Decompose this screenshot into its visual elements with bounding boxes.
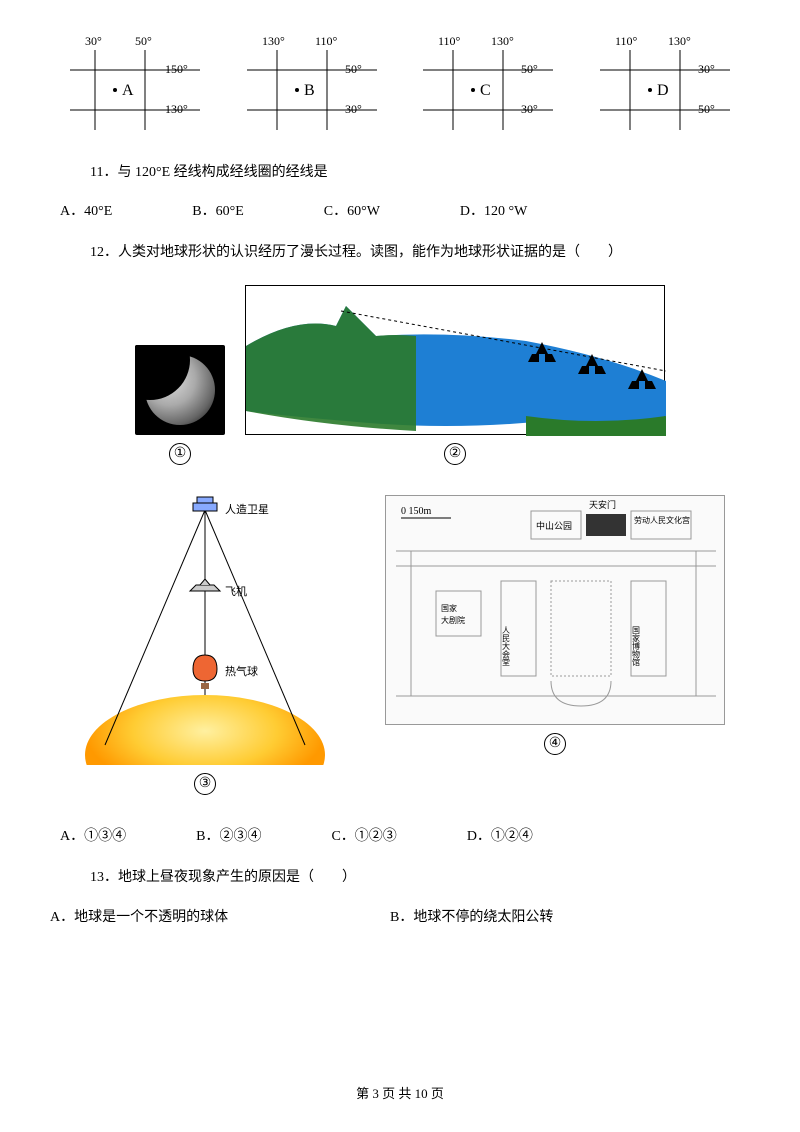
question-13: 13．地球上昼夜现象产生的原因是（ ） [90, 865, 750, 890]
figure-2: ② [245, 285, 665, 465]
svg-text:50°: 50° [698, 102, 715, 116]
q13-options: A．地球是一个不透明的球体 B．地球不停的绕太阳公转 [50, 906, 750, 926]
svg-text:A: A [122, 82, 134, 99]
grid-diagram-a: 30° 50° 150° 130° A [60, 30, 210, 130]
q11-opt-a: A．40°E [60, 200, 112, 220]
q13-opt-a: A．地球是一个不透明的球体 [50, 906, 390, 926]
grid-diagrams-row: 30° 50° 150° 130° A 130° 110° 50° 30° B [50, 30, 750, 130]
svg-text:30°: 30° [521, 102, 538, 116]
question-12: 12．人类对地球形状的认识经历了漫长过程。读图，能作为地球形状证据的是（ ） [90, 240, 750, 265]
altitude-diagram-icon: 人造卫星 飞机 热气球 [75, 495, 335, 765]
svg-text:30°: 30° [698, 62, 715, 76]
moon-eclipse-icon [135, 345, 225, 435]
svg-text:130°: 130° [491, 34, 514, 48]
satellite-label: 人造卫星 [225, 502, 269, 516]
fig-label-2: ② [444, 443, 466, 465]
q11-opt-b: B．60°E [192, 200, 244, 220]
svg-text:150°: 150° [165, 62, 188, 76]
q13-opt-b: B．地球不停的绕太阳公转 [390, 906, 730, 926]
grid-diagram-d: 110° 130° 30° 50° D [590, 30, 740, 130]
svg-text:30°: 30° [345, 102, 362, 116]
svg-text:130°: 130° [262, 34, 285, 48]
q12-opt-a: A．①③④ [60, 825, 126, 845]
sea-horizon-icon [245, 285, 665, 435]
grid-diagram-b: 130° 110° 50° 30° B [237, 30, 387, 130]
svg-text:130°: 130° [165, 102, 188, 116]
figure-3: 人造卫星 飞机 热气球 ③ [75, 495, 335, 795]
plane-label: 飞机 [225, 584, 247, 598]
svg-text:人民大会堂: 人民大会堂 [502, 626, 511, 666]
grid-label: 30° [85, 34, 102, 48]
fig-label-1: ① [169, 443, 191, 465]
q11-opt-c: C．60°W [324, 200, 380, 220]
q11-options: A．40°E B．60°E C．60°W D．120 °W [60, 200, 750, 220]
svg-text:国家博物馆: 国家博物馆 [632, 626, 641, 667]
q12-opt-c: C．①②③ [331, 825, 396, 845]
fig-label-3: ③ [194, 773, 216, 795]
svg-text:110°: 110° [615, 34, 638, 48]
svg-text:50°: 50° [345, 62, 362, 76]
svg-text:0 150m: 0 150m [401, 506, 432, 517]
page-footer: 第 3 页 共 10 页 [0, 1083, 800, 1102]
svg-text:中山公园: 中山公园 [536, 520, 572, 531]
tiananmen-map-icon: 0 150m 中山公园 天安门 劳动人民文化宫 国家大剧院 人民大会堂 国家博物… [385, 495, 725, 725]
figure-1: ① [135, 345, 225, 465]
svg-text:国家: 国家 [441, 603, 457, 613]
figure-4: 0 150m 中山公园 天安门 劳动人民文化宫 国家大剧院 人民大会堂 国家博物… [385, 495, 725, 795]
svg-text:130°: 130° [668, 34, 691, 48]
figure-row-1: ① ② [50, 285, 750, 465]
fig-label-4: ④ [544, 733, 566, 755]
balloon-label: 热气球 [225, 664, 258, 678]
q12-opt-d: D．①②④ [467, 825, 533, 845]
svg-text:天安门: 天安门 [589, 499, 616, 510]
figure-row-2: 人造卫星 飞机 热气球 ③ 0 150m 中山公园 天安门 劳动人民文化宫 国家… [50, 495, 750, 795]
svg-text:大剧院: 大剧院 [441, 615, 465, 625]
q11-opt-d: D．120 °W [460, 200, 527, 220]
svg-text:劳动人民文化宫: 劳动人民文化宫 [634, 515, 690, 525]
svg-text:D: D [657, 82, 669, 99]
svg-text:50°: 50° [521, 62, 538, 76]
svg-text:B: B [304, 82, 315, 99]
svg-text:110°: 110° [438, 34, 461, 48]
svg-text:50°: 50° [135, 34, 152, 48]
question-11: 11．与 120°E 经线构成经线圈的经线是 [90, 160, 750, 185]
svg-text:C: C [480, 82, 491, 99]
q12-opt-b: B．②③④ [196, 825, 261, 845]
svg-text:110°: 110° [315, 34, 338, 48]
q12-options: A．①③④ B．②③④ C．①②③ D．①②④ [60, 825, 750, 845]
grid-diagram-c: 110° 130° 50° 30° C [413, 30, 563, 130]
